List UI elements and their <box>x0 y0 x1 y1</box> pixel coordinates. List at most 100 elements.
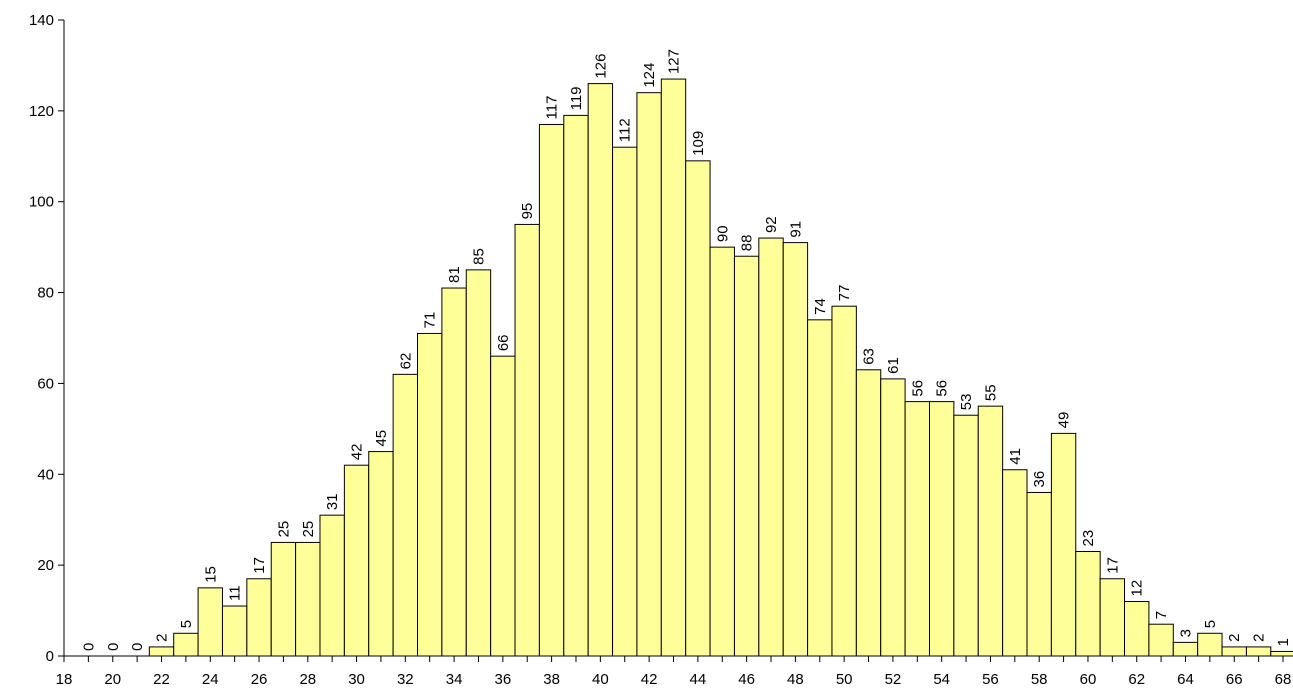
y-tick-label-80: 80 <box>37 285 54 302</box>
data-label-57: 36 <box>1031 471 1048 488</box>
data-label-44: 90 <box>714 225 731 242</box>
data-label-65: 2 <box>1226 634 1243 642</box>
y-tick-label-120: 120 <box>29 103 54 120</box>
data-label-63: 3 <box>1177 629 1194 637</box>
x-tick-label-42: 42 <box>641 671 658 688</box>
x-tick-label-32: 32 <box>397 671 414 688</box>
data-label-31: 62 <box>397 353 414 370</box>
data-label-53: 56 <box>934 380 951 397</box>
bar-66 <box>1245 646 1272 657</box>
data-label-19: 0 <box>105 643 122 651</box>
data-label-21: 2 <box>154 634 171 642</box>
data-label-50: 63 <box>861 348 878 365</box>
bars-group <box>148 78 1293 657</box>
bar-32 <box>417 332 443 657</box>
x-tick-label-26: 26 <box>251 671 268 688</box>
bar-62 <box>1148 623 1174 657</box>
bar-54 <box>953 414 979 657</box>
data-label-67: 1 <box>1275 638 1292 646</box>
data-label-41: 124 <box>641 63 658 88</box>
data-label-28: 31 <box>324 493 341 510</box>
bar-41 <box>636 92 662 657</box>
data-label-52: 56 <box>909 380 926 397</box>
x-tick-label-30: 30 <box>348 671 365 688</box>
data-label-48: 74 <box>812 298 829 315</box>
x-tick-label-48: 48 <box>787 671 804 688</box>
bar-47 <box>782 242 809 657</box>
bar-52 <box>904 401 930 657</box>
bar-55 <box>977 405 1004 657</box>
x-tick-label-18: 18 <box>56 671 73 688</box>
data-label-27: 25 <box>300 521 317 538</box>
bar-56 <box>1002 469 1028 657</box>
bar-48 <box>807 319 833 657</box>
x-tick-label-34: 34 <box>446 671 463 688</box>
bar-23 <box>197 587 223 657</box>
data-label-34: 85 <box>470 248 487 265</box>
data-label-66: 2 <box>1251 634 1268 642</box>
data-label-42: 127 <box>666 49 683 74</box>
bar-24 <box>221 605 248 657</box>
x-tick-label-56: 56 <box>982 671 999 688</box>
data-label-26: 25 <box>275 521 292 538</box>
x-tick-label-38: 38 <box>543 671 560 688</box>
data-label-33: 81 <box>446 266 463 283</box>
data-label-25: 17 <box>251 557 268 574</box>
data-label-39: 126 <box>592 54 609 79</box>
x-tick-label-62: 62 <box>1128 671 1145 688</box>
data-label-40: 112 <box>617 118 634 142</box>
y-tick-label-100: 100 <box>29 194 54 211</box>
bar-26 <box>270 541 297 657</box>
bar-25 <box>246 578 272 657</box>
data-label-29: 42 <box>349 444 366 461</box>
y-tick-label-40: 40 <box>37 466 54 483</box>
bar-39 <box>587 83 614 657</box>
data-label-37: 117 <box>544 96 561 120</box>
bar-45 <box>733 255 760 657</box>
bar-44 <box>709 246 735 657</box>
data-label-61: 12 <box>1129 580 1146 597</box>
bar-59 <box>1075 551 1101 657</box>
data-label-47: 91 <box>787 221 804 238</box>
data-label-46: 92 <box>763 216 780 233</box>
x-tick-label-54: 54 <box>933 671 950 688</box>
x-tick-label-50: 50 <box>836 671 853 688</box>
data-label-20: 0 <box>129 643 146 651</box>
y-tick-label-0: 0 <box>46 648 54 665</box>
data-label-54: 53 <box>958 394 975 411</box>
x-tick-label-60: 60 <box>1080 671 1097 688</box>
data-label-43: 109 <box>690 131 707 156</box>
bar-38 <box>563 114 589 657</box>
bar-22 <box>173 632 199 657</box>
bar-30 <box>368 451 394 657</box>
bar-43 <box>685 160 711 657</box>
bar-58 <box>1050 432 1077 657</box>
data-label-18: 0 <box>80 643 97 651</box>
x-tick-label-36: 36 <box>494 671 511 688</box>
data-label-36: 95 <box>519 203 536 220</box>
bar-34 <box>465 269 492 657</box>
bar-63 <box>1172 641 1199 657</box>
data-label-55: 55 <box>982 384 999 401</box>
x-tick-label-58: 58 <box>1031 671 1048 688</box>
bar-28 <box>319 514 345 657</box>
data-label-49: 77 <box>836 285 853 302</box>
data-label-51: 61 <box>885 357 902 374</box>
data-label-30: 45 <box>373 430 390 447</box>
bar-27 <box>295 541 321 657</box>
bar-65 <box>1221 646 1247 657</box>
data-label-64: 5 <box>1202 620 1219 628</box>
bar-29 <box>343 464 370 657</box>
data-label-56: 41 <box>1007 448 1024 465</box>
bar-42 <box>660 78 687 657</box>
x-tick-label-52: 52 <box>885 671 902 688</box>
bar-40 <box>612 146 638 657</box>
y-tick-label-140: 140 <box>29 12 54 29</box>
bar-46 <box>758 237 784 657</box>
data-label-23: 15 <box>202 566 219 583</box>
bar-57 <box>1026 491 1052 657</box>
bar-67 <box>1270 650 1293 657</box>
data-label-22: 5 <box>178 620 195 628</box>
